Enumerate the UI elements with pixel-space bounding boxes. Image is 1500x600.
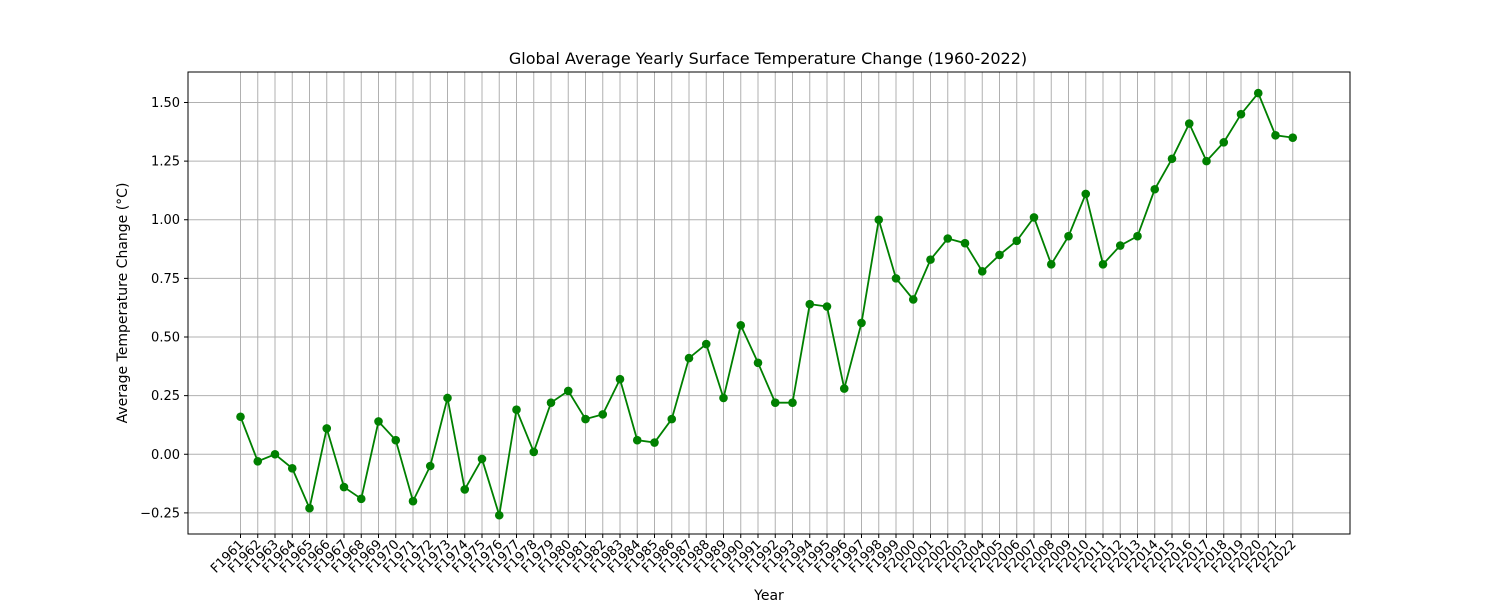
data-point (632, 435, 642, 445)
data-point (1184, 119, 1194, 128)
y-tick-label: 0.75 (151, 272, 180, 287)
data-point (253, 456, 263, 466)
data-point (960, 238, 970, 248)
data-point (443, 393, 452, 403)
data-point (874, 215, 884, 225)
temperature-series-line (239, 91, 1293, 516)
data-point (512, 405, 521, 415)
data-point (1271, 131, 1280, 140)
data-point (650, 438, 659, 447)
data-point (1236, 109, 1246, 119)
y-axis: −0.25 0.00 0.25 0.50 0.75 1.00 1.25 1.50 (140, 96, 188, 521)
y-tick-label: 1.50 (151, 96, 180, 111)
data-point (546, 398, 556, 407)
data-point (494, 510, 504, 520)
data-point (236, 412, 245, 422)
data-point (1167, 154, 1177, 164)
chart-title: Global Average Yearly Surface Temperatur… (509, 49, 1027, 68)
data-point (753, 358, 763, 368)
data-point (1046, 260, 1056, 269)
data-point (1288, 133, 1298, 142)
data-point (1081, 189, 1091, 199)
data-point (322, 424, 332, 433)
y-tick-label: 1.25 (151, 155, 180, 170)
data-point (1253, 88, 1263, 98)
data-point (270, 449, 280, 459)
data-point (1012, 236, 1022, 246)
data-point (529, 447, 539, 457)
x-axis-label: Year (753, 588, 784, 600)
data-point (667, 414, 677, 424)
data-point (995, 250, 1004, 260)
data-point (908, 295, 918, 304)
data-point (1150, 184, 1160, 194)
data-point (374, 417, 383, 426)
data-point (1115, 241, 1125, 250)
data-point (891, 274, 901, 283)
data-point (477, 454, 487, 464)
data-point (977, 267, 987, 276)
data-point (926, 255, 935, 264)
data-point (391, 435, 401, 445)
data-point (356, 494, 366, 504)
y-tick-label: 0.00 (151, 448, 180, 463)
data-point (943, 234, 953, 243)
data-point (701, 339, 711, 349)
data-point (839, 384, 849, 393)
data-points (236, 88, 1298, 520)
data-point (563, 386, 573, 396)
data-point (1029, 213, 1039, 222)
data-point (1064, 231, 1073, 241)
y-axis-label: Average Temperature Change (°C) (115, 183, 131, 424)
data-point (805, 299, 815, 309)
data-point (1133, 231, 1142, 241)
y-tick-label: −0.25 (140, 506, 180, 521)
x-axis: F1961F1962F1963F1964F1965F1966F1967F1968… (208, 534, 1300, 577)
data-point (615, 374, 625, 384)
data-point (736, 320, 746, 330)
data-point (822, 302, 832, 311)
y-tick-label: 1.00 (151, 213, 180, 228)
data-point (1202, 156, 1211, 166)
y-tick-label: 0.50 (151, 331, 180, 346)
data-point (1219, 138, 1229, 147)
data-point (460, 485, 470, 494)
data-point (719, 393, 728, 403)
data-point (287, 464, 297, 473)
y-tick-label: 0.25 (151, 389, 180, 404)
data-point (770, 398, 780, 407)
data-point (305, 503, 314, 513)
data-point (425, 461, 435, 471)
grid-layer (188, 72, 1350, 534)
plot-frame (187, 71, 1351, 535)
data-point (857, 318, 866, 328)
data-point (339, 482, 349, 492)
data-point (598, 410, 608, 419)
data-point (408, 496, 418, 506)
data-point (581, 414, 590, 424)
data-point (1098, 260, 1108, 269)
data-point (684, 353, 694, 363)
data-point (788, 398, 797, 407)
